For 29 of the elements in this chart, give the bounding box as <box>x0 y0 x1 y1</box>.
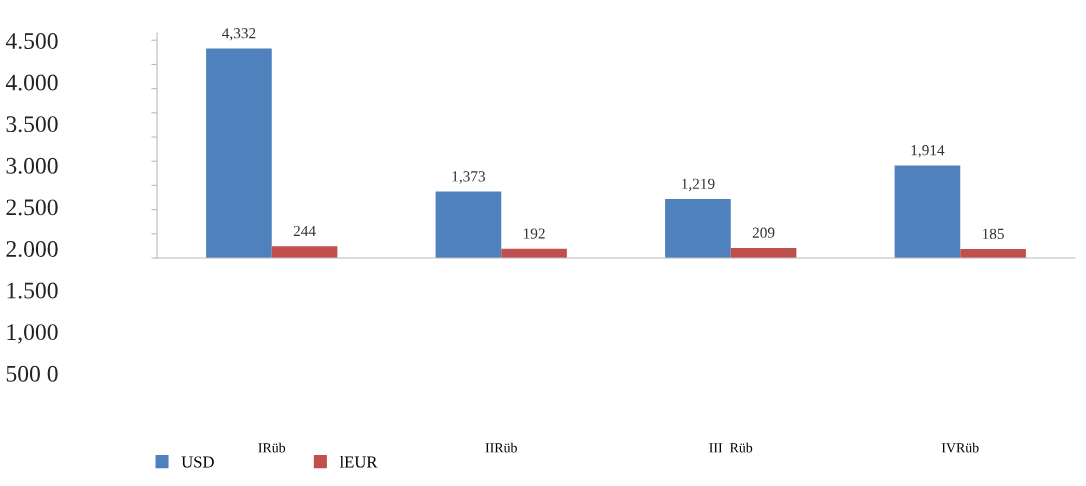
text: 4.000 <box>5 74 58 91</box>
text: 2.000 <box>6 240 58 258</box>
data-label: 244 <box>293 225 316 236</box>
data-label: 185 <box>982 228 1004 239</box>
text: 1.500 <box>7 282 58 299</box>
data-label: 1,914 <box>911 145 945 158</box>
data-label: 4,332 <box>222 28 256 41</box>
x-tick-label: IIRüb <box>485 442 517 453</box>
data-label: 1,219 <box>682 178 715 192</box>
x-tick-label: III Rüb <box>709 442 753 453</box>
text: 4.500 <box>5 32 58 50</box>
text: 2.500 <box>6 199 58 216</box>
bar <box>665 199 731 258</box>
text: 1,000 <box>7 324 58 344</box>
data-label: 1,373 <box>452 171 486 184</box>
x-tick-label: IRüb <box>258 442 286 453</box>
data-label: 209 <box>752 227 775 238</box>
bar <box>435 191 502 258</box>
data-label: 192 <box>523 228 545 239</box>
bar <box>960 249 1026 258</box>
x-tick-label: IVRüb <box>941 442 979 453</box>
text: 500 0 <box>6 365 58 382</box>
bar <box>271 246 338 258</box>
text: 3.500 <box>6 116 58 133</box>
bar <box>206 48 272 258</box>
legend-label: lEUR <box>339 455 378 468</box>
text: 3.000 <box>6 157 58 174</box>
bar <box>894 165 961 258</box>
legend-label: USD <box>181 456 214 468</box>
